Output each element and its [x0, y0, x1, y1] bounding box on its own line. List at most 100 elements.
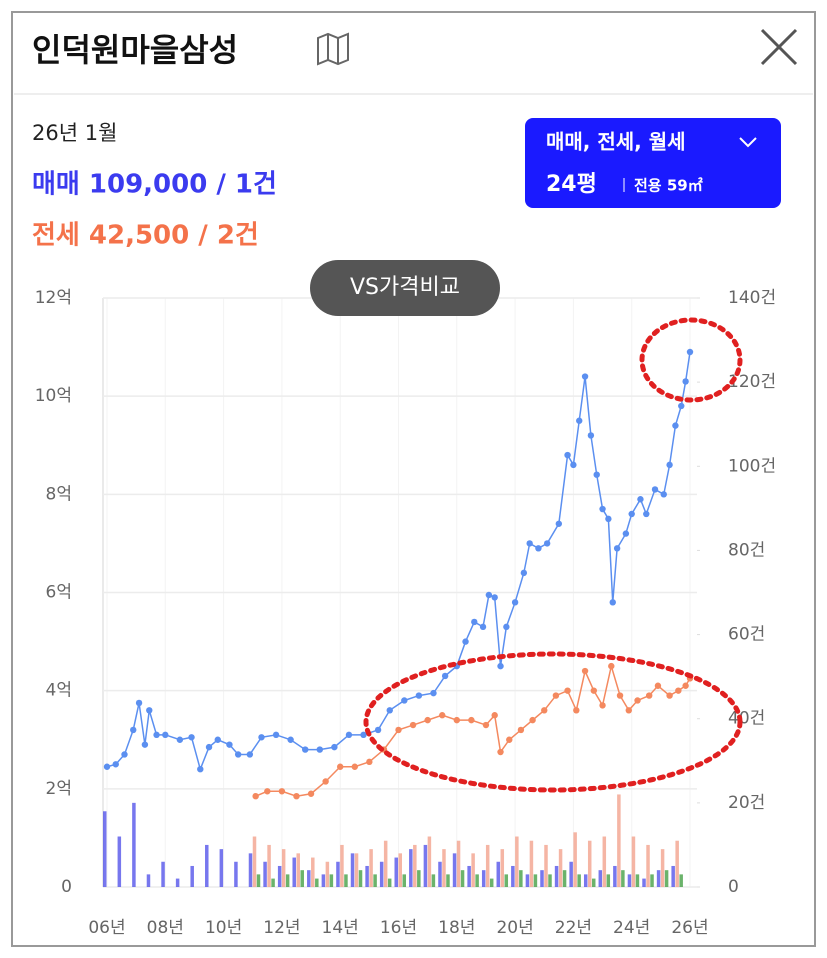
volume-bar	[496, 861, 501, 887]
volume-bar	[256, 874, 261, 887]
price-point	[666, 692, 673, 699]
volume-bar	[277, 865, 282, 887]
volume-bar	[656, 870, 661, 887]
price-point	[103, 763, 111, 770]
volume-bar	[379, 861, 384, 887]
price-point	[264, 788, 271, 795]
price-point	[678, 402, 685, 410]
volume-bar	[621, 870, 625, 887]
volume-bar	[365, 865, 369, 887]
volume-bar	[606, 874, 611, 887]
price-point	[153, 731, 160, 739]
price-point	[316, 746, 323, 753]
volume-bar	[471, 853, 475, 887]
x-tick-label: 12년	[263, 918, 300, 938]
volume-bar	[613, 865, 617, 887]
x-tick-label: 24년	[613, 918, 650, 938]
price-point	[415, 692, 423, 699]
x-tick-label: 26년	[671, 918, 708, 938]
x-tick-label: 18년	[438, 918, 475, 938]
volume-bar	[248, 853, 253, 887]
volume-bar	[646, 844, 650, 887]
volume-bar	[635, 874, 640, 887]
price-point	[226, 741, 233, 748]
y2-tick-label: 40건	[728, 709, 765, 729]
compare-button[interactable]: VS가격비교	[310, 260, 500, 316]
volume-bar	[500, 849, 505, 887]
price-point	[643, 510, 650, 518]
volume-bar	[438, 861, 442, 887]
volume-bar	[383, 840, 388, 887]
volume-bar	[679, 874, 683, 887]
x-tick-label: 16년	[380, 918, 417, 938]
price-point	[570, 461, 577, 469]
volume-bar	[146, 874, 151, 887]
volume-bar	[175, 878, 180, 887]
volume-bar	[117, 836, 122, 887]
price-point	[564, 451, 571, 459]
volume-bar	[515, 836, 519, 887]
price-point	[112, 761, 119, 768]
price-point	[491, 594, 498, 601]
price-point	[360, 731, 367, 739]
volume-bar	[252, 836, 257, 887]
volume-bar	[219, 849, 224, 887]
close-button[interactable]	[760, 28, 798, 66]
price-point	[599, 702, 606, 709]
price-point	[293, 792, 300, 800]
volume-bar	[544, 844, 548, 887]
volume-bar	[267, 844, 271, 887]
price-point	[497, 662, 504, 670]
price-point	[401, 697, 408, 704]
volume-bar	[489, 878, 494, 887]
volume-bar	[431, 874, 436, 887]
price-point	[593, 471, 600, 478]
y2-tick-label: 140건	[728, 288, 776, 308]
price-point	[543, 540, 551, 547]
price-point	[188, 734, 195, 741]
y2-tick-label: 20건	[728, 793, 765, 813]
price-point	[634, 697, 641, 704]
price-point	[491, 712, 498, 719]
price-point	[613, 545, 621, 552]
price-point	[453, 716, 460, 724]
volume-bar	[562, 870, 567, 887]
price-point	[258, 734, 265, 741]
title: 인덕원마을삼성	[32, 31, 238, 69]
volume-bar	[446, 874, 450, 887]
volume-bar	[467, 865, 471, 887]
volume-bar	[358, 870, 363, 887]
highlight-circle	[639, 317, 743, 403]
filter-types: 매매, 전세, 월세	[546, 130, 686, 154]
highlight-circle	[363, 651, 743, 793]
y2-tick-label: 100건	[728, 456, 776, 476]
filter-button[interactable]: 매매, 전세, 월세 24평 전용 59㎡	[525, 118, 781, 208]
price-point	[599, 505, 606, 513]
price-point	[441, 672, 449, 680]
price-point	[307, 790, 315, 797]
price-point	[424, 716, 431, 724]
volume-bar	[598, 870, 603, 887]
price-point	[675, 687, 682, 694]
volume-bar	[307, 870, 311, 887]
date: 26년 1월	[32, 121, 117, 145]
map-icon[interactable]	[317, 32, 349, 66]
volume-bar	[285, 874, 290, 887]
price-point	[637, 496, 644, 503]
volume-bar	[205, 844, 209, 887]
volume-bar	[519, 870, 523, 887]
price-point	[234, 751, 242, 758]
price-point	[529, 716, 536, 724]
volume-bar	[511, 865, 515, 887]
volume-bar	[354, 853, 359, 887]
price-point	[590, 687, 598, 694]
volume-bar	[591, 878, 596, 887]
volume-bar	[271, 878, 275, 887]
price-point	[482, 721, 490, 729]
price-point	[682, 378, 689, 385]
volume-bar	[398, 853, 402, 887]
price-point	[462, 638, 469, 645]
price-point	[552, 692, 560, 699]
